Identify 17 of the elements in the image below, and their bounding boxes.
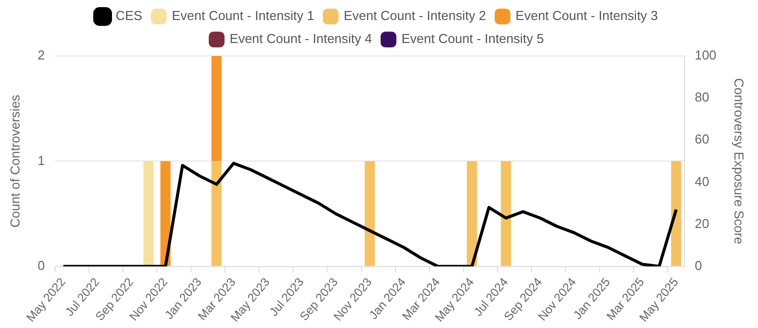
y-tick-label: 1	[38, 152, 45, 168]
legend-label: CES	[116, 8, 143, 24]
y2-tick-label: 20	[694, 216, 710, 231]
legend-label: Event Count - Intensity 1	[172, 8, 314, 24]
y2-tick-label: 80	[694, 90, 710, 105]
y2-tick-label: 100	[694, 48, 716, 63]
y-tick-label: 0	[38, 258, 45, 273]
y2-tick-label: 0	[694, 258, 702, 273]
legend-label: Event Count - Intensity 4	[230, 31, 372, 46]
y2-axis-title: Controversy Exposure Score	[732, 78, 747, 244]
y-axis-title: Count of Controversies	[7, 94, 22, 228]
legend-label: Event Count - Intensity 3	[516, 8, 658, 24]
y-tick-label: 2	[38, 48, 45, 63]
legend-label: Event Count - Intensity 2	[344, 8, 486, 24]
y2-tick-label: 60	[694, 132, 710, 147]
legend-label: Event Count - Intensity 5	[402, 31, 544, 46]
y2-tick-label: 40	[694, 174, 710, 189]
